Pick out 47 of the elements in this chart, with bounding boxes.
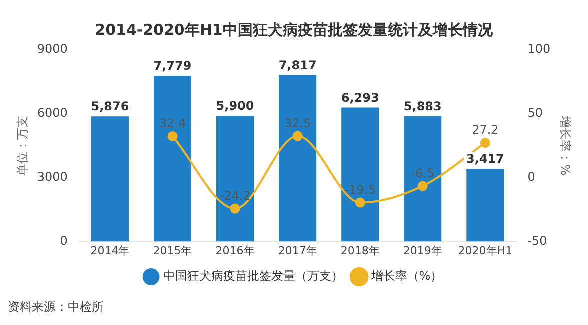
- legend-label: 增长率（%）: [370, 269, 443, 284]
- x-tick-label: 2020年H1: [458, 244, 513, 258]
- point: [230, 204, 240, 214]
- bar: [466, 168, 504, 242]
- data-label: 5,900: [216, 99, 254, 114]
- y2-tick-label: 50: [528, 106, 543, 120]
- data-label: 5,876: [91, 100, 130, 114]
- x-tick-label: 2018年: [340, 244, 380, 258]
- bar: [342, 108, 380, 242]
- data-label: -6.5: [411, 166, 435, 180]
- bar: [279, 75, 317, 242]
- y-tick-label: 9000: [37, 42, 68, 56]
- point: [480, 138, 490, 148]
- y2-tick-label: -50: [528, 234, 548, 248]
- chart-title: 2014-2020年H1中国狂犬病疫苗批签发量统计及增长情况: [95, 20, 494, 39]
- y-tick-label: 0: [60, 234, 68, 248]
- data-label: -24.2: [220, 188, 251, 203]
- bar: [404, 116, 442, 242]
- point: [355, 198, 366, 208]
- point: [168, 131, 178, 142]
- bar: [91, 116, 129, 242]
- x-tick-label: 2019年: [403, 244, 442, 258]
- text: 资料来源：中检所: [8, 299, 105, 316]
- y-axis-title: 单位：万支: [15, 116, 30, 176]
- legend-label: 中国狂犬病疫苗批签发量（万支）: [163, 269, 344, 284]
- y2-tick-label: 100: [528, 42, 551, 56]
- data-label: 7,779: [154, 59, 192, 74]
- data-label: 32.5: [284, 116, 312, 130]
- bar: [216, 116, 254, 242]
- y-tick-label: 6000: [37, 106, 68, 120]
- data-label: 3,417: [466, 152, 504, 166]
- data-label: 6,293: [341, 90, 380, 105]
- point: [292, 131, 303, 142]
- y2-tick-label: 0: [528, 170, 536, 184]
- x-tick-label: 2016年: [216, 244, 255, 258]
- point: [418, 181, 428, 192]
- bar: [154, 76, 192, 242]
- data-label: 32.4: [159, 116, 186, 131]
- y-tick-label: 3000: [37, 170, 68, 184]
- data-label: -19.5: [344, 182, 376, 197]
- data-label: 5,883: [404, 100, 442, 114]
- x-tick-label: 2014年: [90, 244, 130, 258]
- data-label: 7,817: [278, 58, 317, 72]
- x-tick-label: 2017年: [278, 244, 318, 258]
- data-label: 27.2: [472, 123, 499, 138]
- x-tick-label: 2015年: [153, 244, 192, 258]
- y2-axis-title: 增长率：%: [558, 115, 573, 176]
